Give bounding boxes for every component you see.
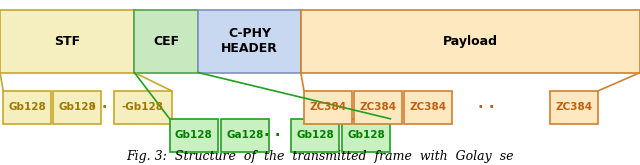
FancyBboxPatch shape — [170, 119, 218, 152]
FancyBboxPatch shape — [301, 10, 640, 73]
Text: Gb128: Gb128 — [175, 130, 212, 140]
Text: Gb128: Gb128 — [296, 130, 334, 140]
FancyBboxPatch shape — [550, 91, 598, 124]
Text: Payload: Payload — [443, 35, 498, 48]
Text: ZC384: ZC384 — [409, 102, 447, 112]
FancyBboxPatch shape — [3, 91, 51, 124]
Text: · ·: · · — [91, 100, 108, 115]
FancyBboxPatch shape — [342, 119, 390, 152]
Text: ZC384: ZC384 — [359, 102, 397, 112]
Text: CEF: CEF — [154, 35, 179, 48]
Text: · ·: · · — [264, 128, 280, 143]
Text: · ·: · · — [478, 100, 495, 115]
FancyBboxPatch shape — [304, 91, 352, 124]
FancyBboxPatch shape — [114, 91, 172, 124]
FancyBboxPatch shape — [404, 91, 452, 124]
Text: C-PHY
HEADER: C-PHY HEADER — [221, 27, 278, 55]
Text: STF: STF — [54, 35, 80, 48]
Text: ZC384: ZC384 — [309, 102, 347, 112]
FancyBboxPatch shape — [354, 91, 402, 124]
Text: Ga128: Ga128 — [226, 130, 264, 140]
FancyBboxPatch shape — [291, 119, 339, 152]
Text: ZC384: ZC384 — [556, 102, 593, 112]
FancyBboxPatch shape — [221, 119, 269, 152]
FancyBboxPatch shape — [0, 10, 134, 73]
FancyBboxPatch shape — [198, 10, 301, 73]
Text: -Gb128: -Gb128 — [122, 102, 164, 112]
Text: Gb128: Gb128 — [58, 102, 96, 112]
FancyBboxPatch shape — [53, 91, 101, 124]
Text: Gb128: Gb128 — [8, 102, 46, 112]
Text: Gb128: Gb128 — [348, 130, 385, 140]
FancyBboxPatch shape — [134, 10, 198, 73]
Text: Fig. 3:  Structure  of  the  transmitted  frame  with  Golay  se: Fig. 3: Structure of the transmitted fra… — [126, 150, 514, 163]
